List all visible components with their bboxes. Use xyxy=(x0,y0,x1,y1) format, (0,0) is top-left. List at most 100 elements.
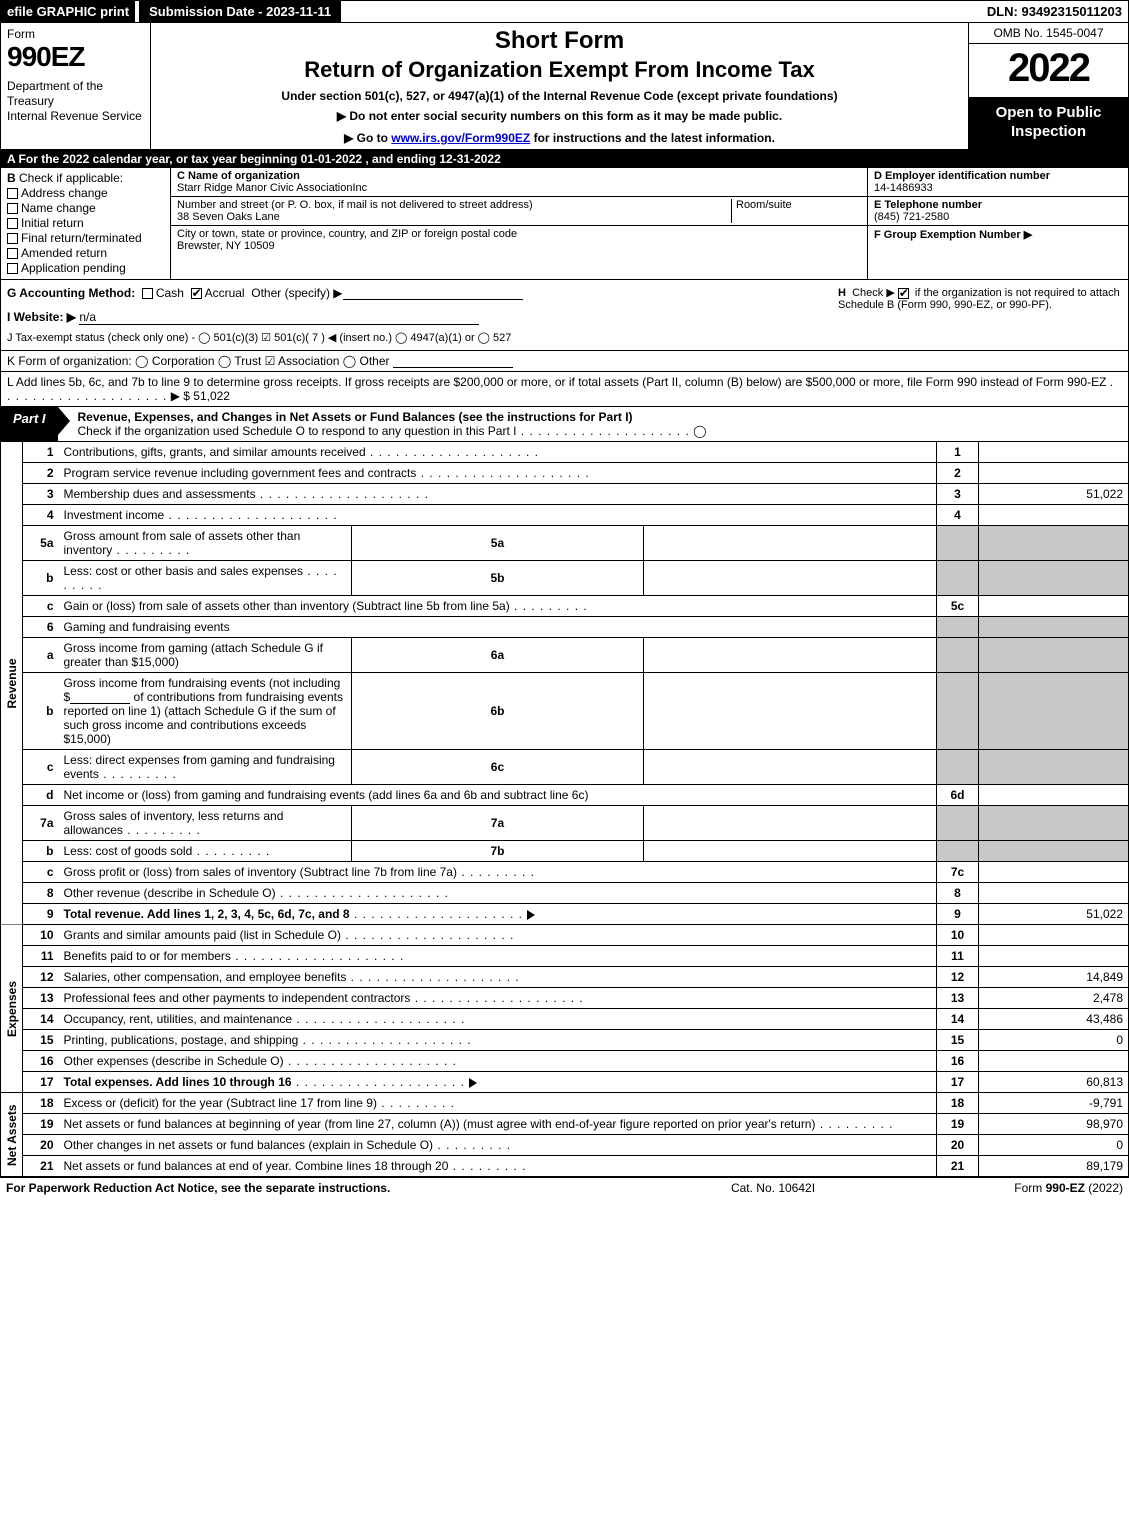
line-k: K Form of organization: ◯ Corporation ◯ … xyxy=(0,351,1129,372)
form-subtitle-3: ▶ Go to www.irs.gov/Form990EZ for instru… xyxy=(161,131,958,145)
phone-value: (845) 721-2580 xyxy=(874,211,949,223)
column-b: B Check if applicable: Address change Na… xyxy=(1,168,171,279)
row-5b: b Less: cost or other basis and sales ex… xyxy=(1,561,1129,596)
other-method-input[interactable] xyxy=(343,299,523,300)
form-ref: Form 990-EZ (2022) xyxy=(923,1181,1123,1195)
row-7a: 7a Gross sales of inventory, less return… xyxy=(1,806,1129,841)
b-label: B xyxy=(7,171,16,185)
val-7a xyxy=(644,806,937,841)
row-1: Revenue 1 Contributions, gifts, grants, … xyxy=(1,442,1129,463)
form-header: Form 990EZ Department of the Treasury In… xyxy=(0,23,1129,150)
header-mid: Short Form Return of Organization Exempt… xyxy=(151,23,968,149)
row-6b: b Gross income from fundraising events (… xyxy=(1,673,1129,750)
row-9: 9 Total revenue. Add lines 1, 2, 3, 4, 5… xyxy=(1,904,1129,925)
l-text: L Add lines 5b, 6c, and 7b to line 9 to … xyxy=(7,375,1106,389)
line-h: H Check ▶ if the organization is not req… xyxy=(832,286,1122,344)
val-6a xyxy=(644,638,937,673)
cb-accrual[interactable] xyxy=(191,288,202,299)
side-revenue: Revenue xyxy=(1,442,23,925)
ein-block: D Employer identification number 14-1486… xyxy=(868,168,1128,197)
val-7b xyxy=(644,841,937,862)
tax-year: 2022 xyxy=(969,44,1128,98)
irs-link[interactable]: www.irs.gov/Form990EZ xyxy=(391,131,530,145)
c-name-label: C Name of organization xyxy=(177,170,300,182)
row-4: 4 Investment income 4 xyxy=(1,505,1129,526)
part-1-header: Part I Revenue, Expenses, and Changes in… xyxy=(0,407,1129,442)
phone-block: E Telephone number (845) 721-2580 xyxy=(868,197,1128,226)
line-g: G Accounting Method: Cash Accrual Other … xyxy=(7,286,832,300)
row-5c: c Gain or (loss) from sale of assets oth… xyxy=(1,596,1129,617)
val-5b xyxy=(644,561,937,596)
row-7b: b Less: cost of goods sold 7b xyxy=(1,841,1129,862)
row-13: 13 Professional fees and other payments … xyxy=(1,988,1129,1009)
row-2: 2 Program service revenue including gove… xyxy=(1,463,1129,484)
row-6: 6 Gaming and fundraising events xyxy=(1,617,1129,638)
org-addr-block: Number and street (or P. O. box, if mail… xyxy=(171,197,867,226)
val-5a xyxy=(644,526,937,561)
row-10: Expenses 10 Grants and similar amounts p… xyxy=(1,925,1129,946)
row-12: 12 Salaries, other compensation, and emp… xyxy=(1,967,1129,988)
part-1-title: Revenue, Expenses, and Changes in Net As… xyxy=(58,407,1128,441)
cb-address-change[interactable]: Address change xyxy=(7,186,164,200)
c-addr-label: Number and street (or P. O. box, if mail… xyxy=(177,199,533,211)
form-word: Form xyxy=(7,27,144,41)
org-name-block: C Name of organization Starr Ridge Manor… xyxy=(171,168,867,197)
form-title: Return of Organization Exempt From Incom… xyxy=(161,57,958,83)
row-8: 8 Other revenue (describe in Schedule O)… xyxy=(1,883,1129,904)
top-bar: efile GRAPHIC print Submission Date - 20… xyxy=(0,0,1129,23)
row-7c: c Gross profit or (loss) from sales of i… xyxy=(1,862,1129,883)
org-city: Brewster, NY 10509 xyxy=(177,240,275,252)
cb-amended-return[interactable]: Amended return xyxy=(7,246,164,260)
org-name: Starr Ridge Manor Civic AssociationInc xyxy=(177,182,367,194)
part-1-table: Revenue 1 Contributions, gifts, grants, … xyxy=(0,442,1129,1177)
open-to-public: Open to Public Inspection xyxy=(969,98,1128,149)
paperwork-notice: For Paperwork Reduction Act Notice, see … xyxy=(6,1181,623,1195)
room-suite: Room/suite xyxy=(731,199,861,223)
ein-value: 14-1486933 xyxy=(874,182,933,194)
b-check-if: Check if applicable: xyxy=(19,171,123,185)
page-footer: For Paperwork Reduction Act Notice, see … xyxy=(0,1177,1129,1198)
section-ghij: G Accounting Method: Cash Accrual Other … xyxy=(0,280,1129,351)
website-value: n/a xyxy=(79,310,96,324)
row-3: 3 Membership dues and assessments 3 51,0… xyxy=(1,484,1129,505)
cb-cash[interactable] xyxy=(142,288,153,299)
line-l: L Add lines 5b, 6c, and 7b to line 9 to … xyxy=(0,372,1129,407)
c-city-label: City or town, state or province, country… xyxy=(177,228,517,240)
header-right: OMB No. 1545-0047 2022 Open to Public In… xyxy=(968,23,1128,149)
row-6d: d Net income or (loss) from gaming and f… xyxy=(1,785,1129,806)
form-number: 990EZ xyxy=(7,41,144,73)
submission-date: Submission Date - 2023-11-11 xyxy=(139,1,341,22)
row-16: 16 Other expenses (describe in Schedule … xyxy=(1,1051,1129,1072)
efile-print-label[interactable]: efile GRAPHIC print xyxy=(1,1,135,22)
row-6c: c Less: direct expenses from gaming and … xyxy=(1,750,1129,785)
arrow-icon xyxy=(469,1078,477,1088)
row-19: 19 Net assets or fund balances at beginn… xyxy=(1,1114,1129,1135)
column-c: C Name of organization Starr Ridge Manor… xyxy=(171,168,868,279)
g-label: G Accounting Method: xyxy=(7,286,135,300)
line-a: A For the 2022 calendar year, or tax yea… xyxy=(0,150,1129,168)
row-18: Net Assets 18 Excess or (deficit) for th… xyxy=(1,1093,1129,1114)
side-netassets: Net Assets xyxy=(1,1093,23,1177)
d-label: D Employer identification number xyxy=(874,170,1050,182)
cb-name-change[interactable]: Name change xyxy=(7,201,164,215)
cb-final-return[interactable]: Final return/terminated xyxy=(7,231,164,245)
form-subtitle-1: Under section 501(c), 527, or 4947(a)(1)… xyxy=(161,89,958,103)
cb-application-pending[interactable]: Application pending xyxy=(7,261,164,275)
column-de: D Employer identification number 14-1486… xyxy=(868,168,1128,279)
dept-label: Department of the Treasury Internal Reve… xyxy=(7,79,144,124)
org-city-block: City or town, state or province, country… xyxy=(171,226,867,254)
row-11: 11 Benefits paid to or for members 11 xyxy=(1,946,1129,967)
row-15: 15 Printing, publications, postage, and … xyxy=(1,1030,1129,1051)
group-exemption-block: F Group Exemption Number ▶ xyxy=(868,226,1128,243)
org-street: 38 Seven Oaks Lane xyxy=(177,211,280,223)
j-text: J Tax-exempt status (check only one) - ◯… xyxy=(7,332,511,344)
line-j: J Tax-exempt status (check only one) - ◯… xyxy=(7,331,832,344)
cb-initial-return[interactable]: Initial return xyxy=(7,216,164,230)
row-20: 20 Other changes in net assets or fund b… xyxy=(1,1135,1129,1156)
omb-number: OMB No. 1545-0047 xyxy=(969,23,1128,44)
cb-schedule-b[interactable] xyxy=(898,288,909,299)
val-6c xyxy=(644,750,937,785)
header-left: Form 990EZ Department of the Treasury In… xyxy=(1,23,151,149)
other-org-input[interactable] xyxy=(393,367,513,368)
catalog-number: Cat. No. 10642I xyxy=(623,1181,923,1195)
